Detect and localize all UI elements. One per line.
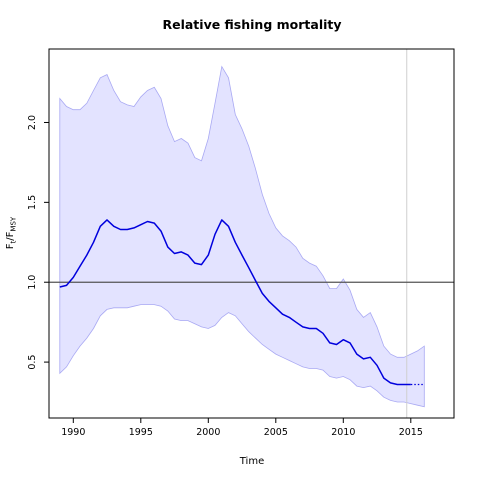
y-label-sub1: t bbox=[10, 240, 18, 243]
y-tick-label: 1.0 bbox=[27, 275, 38, 290]
y-label-main: F bbox=[5, 243, 16, 249]
y-axis-label: Ft/FMSY bbox=[5, 216, 18, 249]
x-axis-label: Time bbox=[239, 456, 264, 467]
chart-title: Relative fishing mortality bbox=[162, 17, 341, 32]
confidence-band bbox=[59, 65, 425, 408]
x-tick-label: 2015 bbox=[399, 427, 423, 438]
plot-area bbox=[49, 49, 454, 418]
y-tick-label: 0.5 bbox=[27, 355, 38, 370]
y-label-sep: /F bbox=[5, 231, 16, 240]
y-label-sub2: MSY bbox=[10, 216, 18, 231]
x-axis: 1990 1995 2000 2005 2010 2015 bbox=[61, 418, 423, 438]
x-tick-label: 2010 bbox=[331, 427, 355, 438]
y-tick-label: 1.5 bbox=[27, 195, 38, 210]
y-axis: 0.5 1.0 1.5 2.0 bbox=[27, 115, 49, 370]
x-tick-label: 1995 bbox=[129, 427, 153, 438]
plot-frame bbox=[48, 48, 455, 419]
x-tick-label: 2000 bbox=[196, 427, 220, 438]
x-tick-label: 1990 bbox=[61, 427, 85, 438]
y-tick-label: 2.0 bbox=[27, 115, 38, 130]
estimate-line bbox=[59, 219, 411, 386]
x-tick-label: 2005 bbox=[264, 427, 288, 438]
